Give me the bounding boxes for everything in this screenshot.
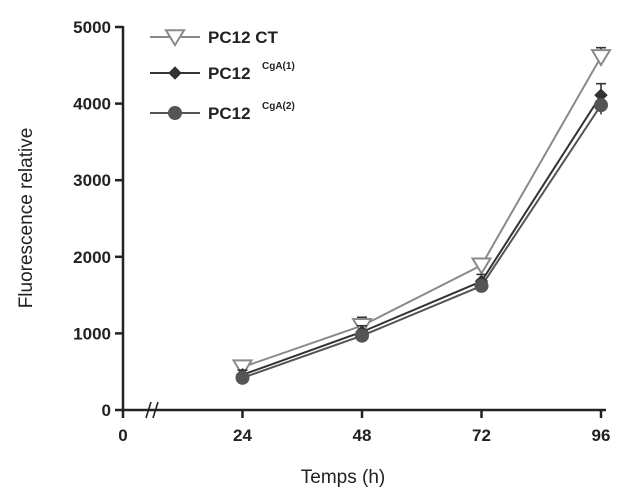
y-axis-title: Fluorescence relative	[16, 128, 37, 309]
data-point	[355, 328, 369, 343]
y-tick-label: 3000	[73, 171, 111, 190]
legend: PC12 CT PC12 CgA(1) PC12 CgA(2)	[150, 28, 295, 123]
series-1	[231, 46, 612, 378]
legend-label-superscript: CgA(2)	[262, 101, 295, 112]
x-tick-label: 96	[592, 426, 611, 445]
legend-item-3: PC12 CgA(2)	[150, 101, 295, 123]
x-ticks: 0 24 48 72 96	[118, 410, 610, 445]
legend-label: PC12 CT	[208, 28, 279, 47]
legend-label-superscript: CgA(1)	[262, 61, 295, 72]
series-layer	[231, 46, 612, 385]
data-point	[231, 359, 254, 378]
x-tick-label: 48	[353, 426, 372, 445]
y-tick-label: 0	[102, 401, 111, 420]
legend-label: PC12	[208, 104, 251, 123]
series-3	[235, 95, 608, 385]
legend-label: PC12	[208, 64, 251, 83]
x-axis-title: Temps (h)	[301, 467, 385, 488]
data-point	[470, 257, 493, 276]
data-point	[235, 370, 250, 385]
series-2	[235, 82, 608, 382]
legend-marker	[168, 66, 182, 80]
y-tick-label: 5000	[73, 18, 111, 37]
x-tick-label: 0	[118, 426, 127, 445]
x-tick-label: 24	[233, 426, 252, 445]
y-ticks: 0 1000 2000 3000 4000 5000	[73, 18, 123, 420]
data-point	[594, 98, 608, 113]
series-line	[242, 104, 602, 379]
series-line	[242, 94, 602, 376]
y-tick-label: 2000	[73, 248, 111, 267]
legend-marker	[168, 106, 182, 120]
data-point	[474, 278, 489, 293]
data-point	[590, 49, 612, 67]
series-line	[242, 56, 602, 369]
axis-break-mark	[145, 401, 159, 419]
legend-item-2: PC12 CgA(1)	[150, 61, 295, 83]
y-tick-label: 4000	[73, 95, 111, 114]
legend-item-1: PC12 CT	[150, 28, 279, 48]
x-tick-label: 72	[472, 426, 491, 445]
y-tick-label: 1000	[73, 324, 111, 343]
legend-marker	[164, 29, 186, 48]
axes	[121, 26, 606, 419]
